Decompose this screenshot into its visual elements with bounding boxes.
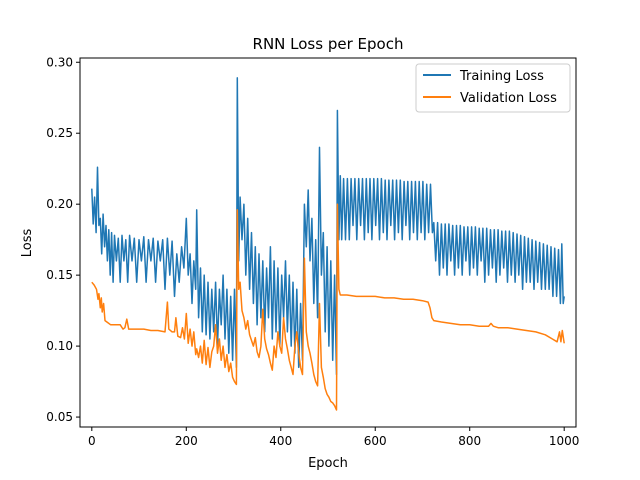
y-axis: 0.05 0.10 0.15 0.20 0.25 0.30: [46, 55, 80, 424]
legend: Training Loss Validation Loss: [415, 63, 571, 113]
y-axis-label: Loss: [20, 229, 35, 258]
legend-label-training: Training Loss: [459, 69, 544, 84]
x-tick-label: 200: [175, 434, 198, 448]
y-tick-label: 0.10: [46, 339, 73, 353]
plot-frame: [79, 57, 577, 428]
y-tick-label: 0.30: [46, 55, 73, 69]
y-tick-label: 0.20: [46, 197, 73, 211]
x-tick-label: 600: [364, 434, 387, 448]
legend-box: [415, 63, 571, 113]
y-tick-label: 0.15: [46, 268, 73, 282]
x-axis-label: Epoch: [308, 456, 348, 471]
legend-label-validation: Validation Loss: [460, 91, 557, 106]
x-tick-label: 1000: [549, 434, 580, 448]
series-line-validation-loss: [91, 203, 565, 411]
chart-title: RNN Loss per Epoch: [253, 35, 404, 53]
x-tick-label: 0: [88, 434, 96, 448]
series-line-training-loss: [91, 77, 565, 376]
y-tick-label: 0.25: [46, 126, 73, 140]
series-layer: [91, 77, 565, 411]
x-tick-label: 800: [458, 434, 481, 448]
x-tick-label: 400: [269, 434, 292, 448]
x-axis: 0 200 400 600 800 1000: [88, 427, 579, 448]
y-tick-label: 0.05: [46, 410, 73, 424]
